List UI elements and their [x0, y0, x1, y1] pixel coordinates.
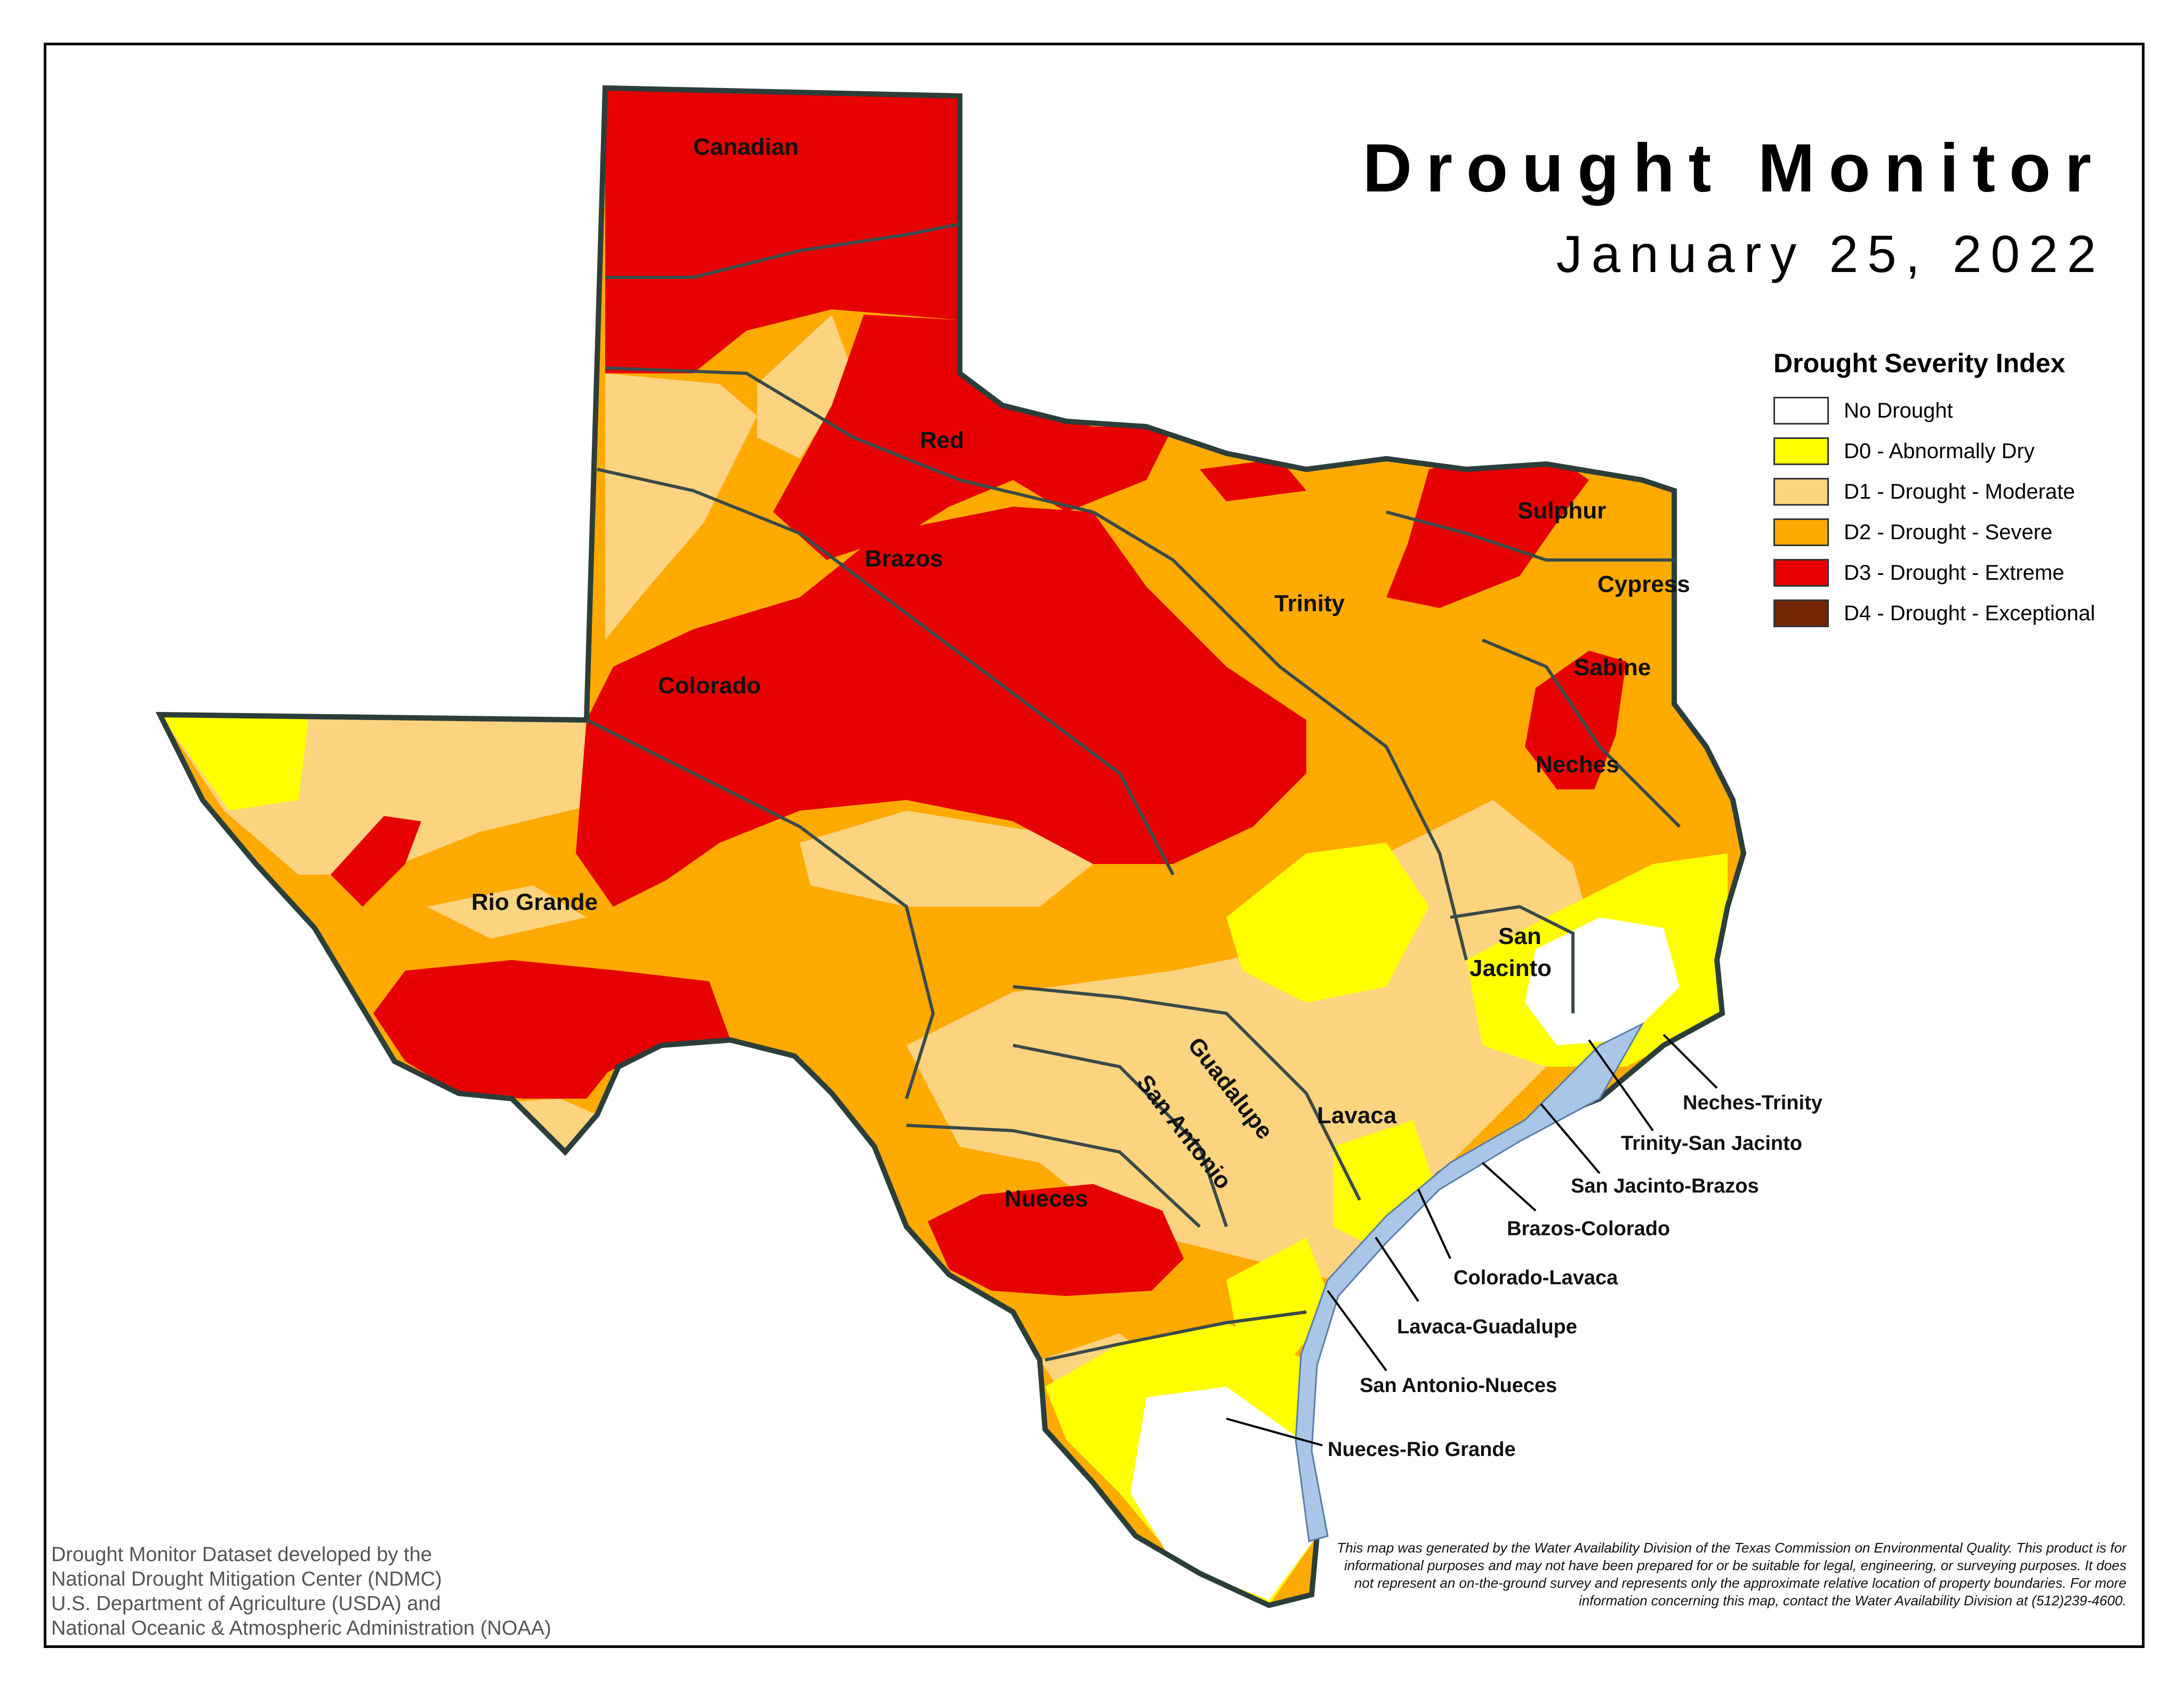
legend-label: D0 - Abnormally Dry: [1844, 439, 2035, 463]
legend-swatch: [1773, 518, 1829, 546]
zone-d0-far-west: [160, 715, 309, 811]
coastal-label-san-antonio-nueces: San Antonio-Nueces: [1360, 1374, 1557, 1397]
zone-d3-sulphur: [1386, 443, 1589, 608]
legend: Drought Severity Index No Drought D0 - A…: [1773, 348, 2147, 634]
coastal-label-neches-trinity: Neches-Trinity: [1683, 1092, 1822, 1114]
legend-swatch: [1773, 599, 1829, 627]
basin-label-sabine: Sabine: [1574, 654, 1651, 681]
legend-item-d3: D3 - Drought - Extreme: [1773, 553, 2147, 593]
map-date: January 25, 2022: [1556, 225, 2105, 283]
zone-d3-davis-mtns: [331, 816, 421, 907]
zone-d1-upper-panhandle: [757, 315, 853, 459]
legend-item-d4: D4 - Drought - Exceptional: [1773, 593, 2147, 634]
credits-line: National Drought Mitigation Center (NDMC…: [51, 1568, 442, 1590]
zone-d3-panhandle: [605, 88, 960, 373]
zone-d1-panhandle: [605, 373, 757, 640]
basin-boundaries: [585, 222, 1681, 1362]
zone-d3-neches: [1525, 651, 1626, 789]
coastal-label-san-jacinto-brazos: San Jacinto-Brazos: [1571, 1175, 1759, 1197]
coastal-label-nueces-rio-grande: Nueces-Rio Grande: [1328, 1438, 1516, 1461]
legend-label: No Drought: [1844, 398, 1953, 422]
zone-no-drought-south: [1130, 1387, 1317, 1600]
basin-label-red: Red: [920, 427, 964, 453]
coastal-label-trinity-san-jacinto: Trinity-San Jacinto: [1621, 1132, 1802, 1155]
zone-d0-coastal-bend: [1226, 1237, 1333, 1360]
gulf-coast-water: [1295, 1022, 1644, 1542]
credits-line: Drought Monitor Dataset developed by the: [51, 1543, 432, 1566]
map-frame: [44, 43, 2145, 1648]
legend-swatch: [1773, 397, 1829, 425]
legend-item-no-drought: No Drought: [1773, 390, 2147, 431]
zone-d3-big-bend: [373, 960, 730, 1099]
legend-swatch: [1773, 437, 1829, 465]
basin-label-sulphur: Sulphur: [1517, 498, 1606, 524]
legend-item-d2: D2 - Drought - Severe: [1773, 512, 2147, 553]
zone-d0-central-east: [1226, 843, 1429, 1003]
legend-label: D1 - Drought - Moderate: [1844, 479, 2075, 503]
basin-label-nueces: Nueces: [1005, 1186, 1088, 1212]
credits-line: U.S. Department of Agriculture (USDA) an…: [51, 1593, 441, 1615]
basin-label-san-jacinto-2: Jacinto: [1470, 955, 1552, 981]
legend-item-d1: D1 - Drought - Moderate: [1773, 471, 2147, 512]
zone-d3-red-east: [1200, 459, 1306, 501]
legend-swatch: [1773, 559, 1829, 587]
basin-label-cypress: Cypress: [1597, 571, 1690, 597]
basin-label-san-jacinto-1: San: [1498, 923, 1541, 949]
zone-d1-big-bend: [427, 885, 587, 939]
legend-label: D3 - Drought - Extreme: [1844, 561, 2065, 585]
credits-line: National Oceanic & Atmospheric Administr…: [51, 1617, 551, 1639]
basin-label-trinity: Trinity: [1274, 590, 1345, 617]
basin-label-neches: Neches: [1536, 751, 1619, 778]
basin-label-colorado: Colorado: [658, 673, 761, 699]
coastal-label-lavaca-guadalupe: Lavaca-Guadalupe: [1397, 1316, 1577, 1338]
coastal-label-brazos-colorado: Brazos-Colorado: [1507, 1218, 1670, 1240]
zone-no-drought-houston: [1525, 917, 1680, 1045]
legend-label: D2 - Drought - Severe: [1844, 520, 2053, 544]
zone-d3-nueces: [928, 1184, 1184, 1296]
legend-item-d0: D0 - Abnormally Dry: [1773, 431, 2147, 471]
basin-label-rio-grande: Rio Grande: [471, 889, 598, 915]
legend-title: Drought Severity Index: [1773, 348, 2066, 378]
disclaimer: This map was generated by the Water Avai…: [1337, 1540, 2126, 1609]
legend-label: D4 - Drought - Exceptional: [1844, 601, 2095, 625]
zone-d3-red-rolling-plains: [773, 315, 1173, 560]
basin-label-canadian: Canadian: [693, 134, 799, 160]
basin-label-brazos: Brazos: [865, 546, 943, 572]
leader-lines: [1226, 1034, 1718, 1446]
basin-label-lavaca: Lavaca: [1317, 1102, 1397, 1129]
map-title: Drought Monitor: [1362, 130, 2105, 206]
coastal-label-colorado-lavaca: Colorado-Lavaca: [1454, 1267, 1618, 1289]
legend-swatch: [1773, 478, 1829, 506]
data-credits: Drought Monitor Dataset developed by the…: [51, 1542, 551, 1641]
